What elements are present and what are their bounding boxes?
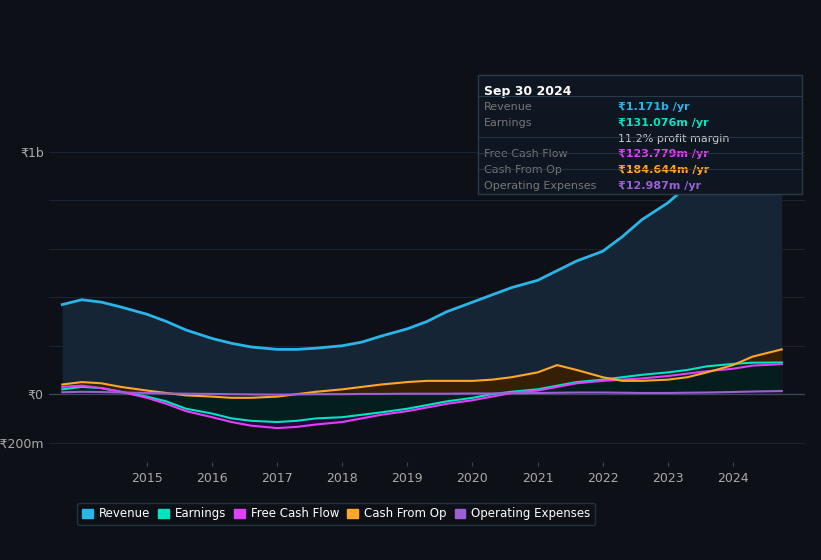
Legend: Revenue, Earnings, Free Cash Flow, Cash From Op, Operating Expenses: Revenue, Earnings, Free Cash Flow, Cash … — [77, 503, 595, 525]
Text: Earnings: Earnings — [484, 118, 533, 128]
Text: Cash From Op: Cash From Op — [484, 165, 562, 175]
Bar — [479, 75, 801, 194]
Text: Operating Expenses: Operating Expenses — [484, 181, 597, 191]
Text: Sep 30 2024: Sep 30 2024 — [484, 85, 571, 98]
Text: ₹1.171b /yr: ₹1.171b /yr — [618, 102, 690, 112]
Text: 11.2% profit margin: 11.2% profit margin — [618, 133, 730, 143]
Text: ₹184.644m /yr: ₹184.644m /yr — [618, 165, 709, 175]
Text: ₹131.076m /yr: ₹131.076m /yr — [618, 118, 709, 128]
Text: ₹123.779m /yr: ₹123.779m /yr — [618, 150, 709, 159]
Text: Revenue: Revenue — [484, 102, 533, 112]
Text: Free Cash Flow: Free Cash Flow — [484, 150, 568, 159]
Text: ₹12.987m /yr: ₹12.987m /yr — [618, 181, 701, 191]
